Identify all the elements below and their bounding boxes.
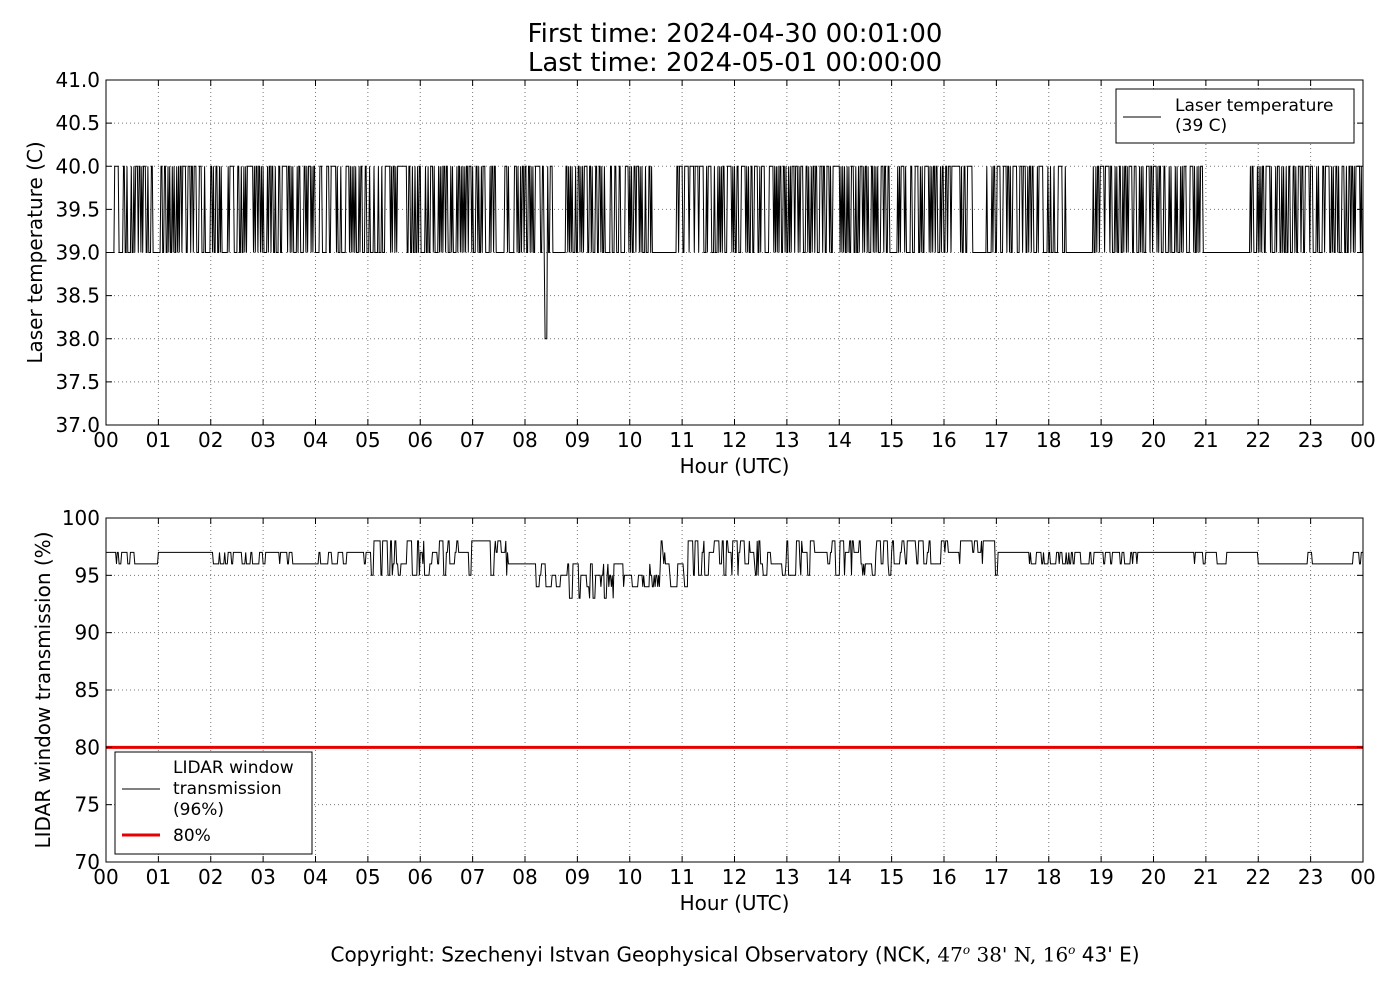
- x-tick-label: 08: [512, 865, 537, 889]
- legend-label-laser: (39 C): [1175, 116, 1227, 136]
- x-tick-label: 21: [1193, 865, 1218, 889]
- y-tick-label: 38.0: [55, 327, 100, 351]
- x-tick-label: 17: [984, 865, 1009, 889]
- x-tick-label: 03: [250, 865, 275, 889]
- chart-title-last-time: Last time: 2024-05-01 00:00:00: [527, 48, 943, 78]
- x-tick-label: 23: [1298, 865, 1323, 889]
- lon-degree-symbol: o: [1068, 943, 1076, 957]
- legend-box: [1115, 88, 1355, 144]
- x-tick-label: 12: [722, 865, 747, 889]
- x-tick-label: 05: [355, 428, 380, 452]
- y-tick-label: 75: [75, 793, 100, 817]
- x-tick-label: 00: [1350, 865, 1375, 889]
- x-tick-label: 03: [250, 428, 275, 452]
- x-tick-label: 13: [774, 428, 799, 452]
- x-tick-label: 17: [984, 428, 1009, 452]
- y-tick-label: 100: [62, 506, 100, 530]
- lat-minutes: 38' N,: [970, 943, 1043, 967]
- lat-minutes-text: 38' N,: [970, 942, 1043, 967]
- y-tick-label: 37.5: [55, 370, 100, 394]
- chart-panel-1: [105, 79, 1364, 426]
- y-tick-label: 41.0: [55, 68, 100, 92]
- x-tick-label: 07: [460, 865, 485, 889]
- x-tick-label: 06: [408, 428, 433, 452]
- x-axis-label: Hour (UTC): [680, 454, 790, 478]
- x-tick-label: 21: [1193, 428, 1218, 452]
- copyright-text: Copyright: Szechenyi Istvan Geophysical …: [330, 942, 938, 967]
- y-axis-label: Laser temperature (C): [23, 141, 47, 363]
- x-tick-label: 00: [93, 428, 118, 452]
- x-tick-label: 22: [1246, 865, 1271, 889]
- x-tick-label: 00: [1350, 428, 1375, 452]
- x-tick-label: 15: [879, 428, 904, 452]
- y-tick-label: 90: [75, 621, 100, 645]
- lon-minutes: 43' E): [1075, 942, 1140, 967]
- x-tick-label: 09: [565, 865, 590, 889]
- x-tick-label: 16: [931, 865, 956, 889]
- x-tick-label: 11: [669, 865, 694, 889]
- legend-label-threshold: 80%: [173, 826, 211, 846]
- x-tick-label: 19: [1088, 865, 1113, 889]
- x-tick-label: 19: [1088, 428, 1113, 452]
- x-tick-label: 07: [460, 428, 485, 452]
- x-tick-label: 04: [303, 428, 328, 452]
- lat-degree-symbol: o: [962, 943, 971, 957]
- legend-box: [114, 751, 313, 855]
- x-tick-label: 20: [1141, 865, 1166, 889]
- x-tick-label: 04: [303, 865, 328, 889]
- x-tick-label: 11: [669, 428, 694, 452]
- x-tick-label: 01: [146, 865, 171, 889]
- chart-panel-2: [105, 517, 1364, 863]
- x-axis-label: Hour (UTC): [680, 891, 790, 915]
- lat-degrees: 47: [937, 942, 963, 967]
- y-tick-label: 40.5: [55, 111, 100, 135]
- x-tick-label: 20: [1141, 428, 1166, 452]
- x-tick-label: 05: [355, 865, 380, 889]
- x-tick-label: 14: [827, 428, 852, 452]
- copyright-footer: Copyright: Szechenyi Istvan Geophysical …: [0, 936, 1400, 969]
- y-tick-label: 37.0: [55, 413, 100, 437]
- x-tick-label: 08: [512, 428, 537, 452]
- figure: 00 01 02 03 04 05 06 07 08 09 10 11 12 13 14 15 16 17 18 19…: [23, 68, 1376, 915]
- x-tick-label: 09: [565, 428, 590, 452]
- y-axis-label: LIDAR window transmission (%): [31, 532, 55, 849]
- x-tick-label: 13: [774, 865, 799, 889]
- x-tick-label: 10: [617, 865, 642, 889]
- y-tick-label: 85: [75, 678, 100, 702]
- legend-label-lidar: LIDAR window: [173, 758, 294, 778]
- y-tick-label: 95: [75, 563, 100, 587]
- x-tick-label: 22: [1246, 428, 1271, 452]
- x-tick-label: 12: [722, 428, 747, 452]
- x-tick-label: 15: [879, 865, 904, 889]
- x-tick-label: 23: [1298, 428, 1323, 452]
- legend-label-laser: Laser temperature: [1175, 96, 1333, 116]
- chart-title-first-time: First time: 2024-04-30 00:01:00: [527, 19, 943, 49]
- y-tick-label: 39.5: [55, 197, 100, 221]
- x-tick-label: 18: [1036, 428, 1061, 452]
- x-tick-label: 02: [198, 428, 223, 452]
- lon-degrees: 16: [1042, 942, 1069, 967]
- legend-label-lidar: transmission: [173, 779, 282, 799]
- x-tick-label: 01: [146, 428, 171, 452]
- y-tick-label: 70: [75, 850, 100, 874]
- x-tick-label: 10: [617, 428, 642, 452]
- series-line-lidar-transmission: [106, 540, 1363, 599]
- y-tick-label: 80: [75, 735, 100, 759]
- x-tick-label: 14: [827, 865, 852, 889]
- x-tick-label: 02: [198, 865, 223, 889]
- legend-label-lidar: (96%): [173, 800, 224, 820]
- y-tick-label: 40.0: [55, 154, 100, 178]
- series-line-laser-temperature: [106, 165, 1363, 340]
- x-tick-label: 18: [1036, 865, 1061, 889]
- x-tick-label: 06: [408, 865, 433, 889]
- x-tick-label: 00: [93, 865, 118, 889]
- y-tick-label: 39.0: [55, 241, 100, 265]
- x-tick-label: 16: [931, 428, 956, 452]
- y-tick-label: 38.5: [55, 284, 100, 308]
